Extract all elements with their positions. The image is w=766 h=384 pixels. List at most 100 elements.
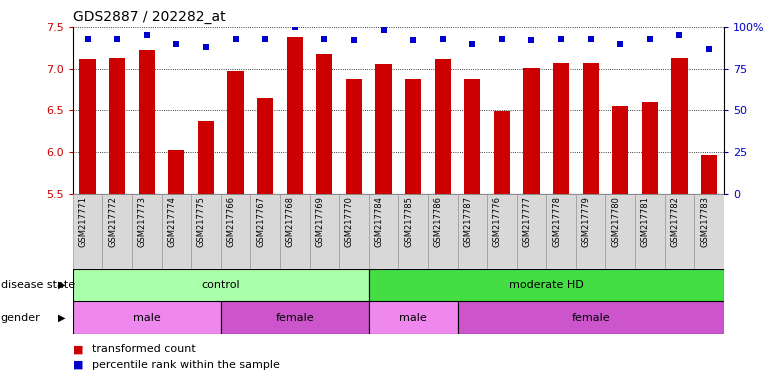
Point [614,40,627,46]
Bar [576,194,605,269]
Text: GSM217780: GSM217780 [611,196,620,247]
Bar [73,269,368,301]
Text: GSM217772: GSM217772 [108,196,117,247]
Bar [517,194,546,269]
Point [318,35,330,41]
Bar [198,121,214,194]
Text: male: male [399,313,427,323]
Text: ▶: ▶ [57,280,65,290]
Text: GSM217781: GSM217781 [641,196,650,247]
Point [525,37,538,43]
Point [555,35,567,41]
Text: GSM217782: GSM217782 [670,196,679,247]
Bar [221,301,368,334]
Point [703,46,715,52]
Point [643,35,656,41]
Text: GSM217785: GSM217785 [404,196,413,247]
Point [170,40,182,46]
Text: GSM217776: GSM217776 [493,196,502,247]
Bar [280,194,309,269]
Bar [368,301,457,334]
Point [81,35,93,41]
Bar [701,155,717,194]
Bar [73,301,221,334]
Bar [635,194,665,269]
Bar [339,194,368,269]
Bar [464,79,480,194]
Text: GSM217769: GSM217769 [316,196,324,247]
Text: gender: gender [1,313,41,323]
Bar [523,68,539,194]
Point [348,37,360,43]
Bar [368,269,724,301]
Bar [398,194,428,269]
Text: transformed count: transformed count [92,344,195,354]
Bar [553,63,569,194]
Bar [546,194,576,269]
Point [466,40,479,46]
Bar [642,102,658,194]
Bar [671,58,688,194]
Point [200,44,212,50]
Bar [139,50,155,194]
Bar [428,194,457,269]
Bar [192,194,221,269]
Point [378,27,390,33]
Bar [583,63,599,194]
Text: ■: ■ [73,360,87,370]
Bar [103,194,132,269]
Bar [665,194,694,269]
Bar [169,151,185,194]
Bar [257,98,273,194]
Bar [375,65,391,194]
Bar [309,194,339,269]
Text: GDS2887 / 202282_at: GDS2887 / 202282_at [73,10,225,25]
Bar [494,111,510,194]
Text: disease state: disease state [1,280,75,290]
Text: percentile rank within the sample: percentile rank within the sample [92,360,280,370]
Bar [162,194,192,269]
Point [289,24,301,30]
Bar [457,301,724,334]
Bar [132,194,162,269]
Bar [286,37,303,194]
Text: ■: ■ [73,344,87,354]
Text: female: female [276,313,314,323]
Text: GSM217779: GSM217779 [581,196,591,247]
Point [407,37,419,43]
Text: GSM217784: GSM217784 [375,196,384,247]
Text: GSM217783: GSM217783 [700,196,709,247]
Bar [405,79,421,194]
Bar [228,71,244,194]
Text: GSM217766: GSM217766 [227,196,236,247]
Text: GSM217771: GSM217771 [79,196,87,247]
Bar [80,59,96,194]
Bar [221,194,250,269]
Text: GSM217774: GSM217774 [167,196,176,247]
Text: GSM217775: GSM217775 [197,196,206,247]
Bar [73,194,103,269]
Bar [434,59,451,194]
Point [259,35,271,41]
Text: GSM217787: GSM217787 [463,196,473,247]
Text: female: female [571,313,610,323]
Bar [250,194,280,269]
Text: male: male [133,313,161,323]
Point [496,35,508,41]
Text: GSM217768: GSM217768 [286,196,295,247]
Point [141,32,153,38]
Text: GSM217786: GSM217786 [434,196,443,247]
Text: moderate HD: moderate HD [509,280,584,290]
Bar [109,58,126,194]
Text: GSM217770: GSM217770 [345,196,354,247]
Point [673,32,686,38]
Bar [612,106,628,194]
Bar [345,79,362,194]
Bar [487,194,517,269]
Point [437,35,449,41]
Point [111,35,123,41]
Bar [605,194,635,269]
Text: ▶: ▶ [57,313,65,323]
Text: GSM217773: GSM217773 [138,196,147,247]
Point [584,35,597,41]
